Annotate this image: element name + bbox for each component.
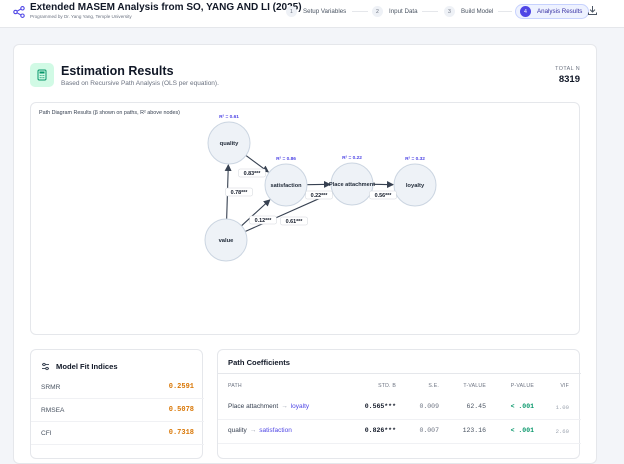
path-coefficient-label: 0.22*** [306, 191, 333, 199]
se-cell: 0.007 [408, 427, 439, 434]
step-label: Input Data [389, 8, 418, 15]
total-n-value: 8319 [540, 74, 580, 85]
path-diagram: quality R² = 0.61 satisfaction R² = 0.86 Pla… [31, 103, 581, 336]
svg-text:0.12***: 0.12*** [255, 218, 273, 224]
node-label: Place attachment [329, 182, 375, 188]
model-fit-header: Model Fit Indices [41, 362, 118, 371]
download-icon[interactable] [587, 5, 598, 16]
step-number: 4 [520, 6, 531, 17]
svg-text:0.83***: 0.83*** [244, 171, 262, 177]
column-header-std-b: STD. B [368, 383, 396, 389]
arrow-right-icon: → [281, 403, 288, 410]
path-diagram-panel: Path Diagram Results (β shown on paths, … [30, 102, 580, 335]
path-target: satisfaction [259, 427, 292, 434]
svg-text:0.61***: 0.61*** [286, 219, 304, 225]
arrow-right-icon: → [250, 427, 257, 434]
path-coefficient-label: 0.61*** [281, 217, 308, 225]
path-target: loyalty [291, 403, 309, 410]
r-squared-label: R² = 0.32 [405, 156, 425, 162]
std-b-cell: 0.565*** [328, 403, 396, 410]
node-place: Place attachment R² = 0.22 [329, 155, 375, 205]
step-label: Analysis Results [537, 8, 582, 15]
column-header-p-value: P-VALUE [501, 383, 534, 389]
table-row: Place attachment→loyalty 0.565*** 0.009 … [218, 396, 581, 420]
node-value: value [205, 219, 247, 261]
svg-text:0.56***: 0.56*** [375, 193, 393, 199]
path-coefficient-label: 0.56*** [370, 191, 397, 199]
app-title: Extended MASEM Analysis from SO, YANG AN… [30, 2, 302, 13]
step-analysis-results[interactable]: 4 Analysis Results [515, 4, 589, 19]
sliders-icon [41, 362, 50, 371]
path-coefficients-title: Path Coefficients [228, 358, 290, 367]
path-cell: quality→satisfaction [228, 427, 292, 434]
step-number: 3 [444, 6, 455, 17]
step-connector [422, 11, 438, 12]
app-subtitle: Programmed by Dr. Yang Yang, Temple Univ… [30, 14, 132, 19]
path-coefficient-label: 0.83*** [239, 169, 266, 177]
node-label: quality [220, 141, 239, 147]
step-connector [352, 11, 368, 12]
r-squared-label: R² = 0.22 [342, 155, 362, 161]
top-bar: Extended MASEM Analysis from SO, YANG AN… [0, 0, 624, 28]
step-label: Setup Variables [303, 8, 346, 15]
step-number: 1 [286, 6, 297, 17]
node-label: value [219, 238, 235, 244]
fit-index-value: 0.2591 [169, 383, 194, 391]
calculator-icon [30, 63, 54, 87]
path-source: quality [228, 427, 247, 434]
column-header-vif: VIF [551, 383, 569, 389]
table-row: quality→satisfaction 0.826*** 0.007 123.… [218, 420, 581, 444]
path-coefficient-label: 0.12*** [250, 216, 277, 224]
se-cell: 0.009 [408, 403, 439, 410]
total-n-label: TOTAL N [548, 66, 580, 72]
svg-text:0.22***: 0.22*** [311, 193, 329, 199]
node-satisfaction: satisfaction R² = 0.86 [265, 156, 307, 206]
divider [218, 373, 581, 374]
r-squared-label: R² = 0.61 [219, 114, 239, 120]
model-fit-title: Model Fit Indices [56, 362, 118, 371]
t-value-cell: 62.45 [448, 403, 486, 410]
fit-index-name: CFI [41, 430, 52, 437]
share-nodes-icon [13, 6, 25, 18]
path-cell: Place attachment→loyalty [228, 403, 309, 410]
fit-index-name: RMSEA [41, 407, 64, 414]
step-input-data[interactable]: 2 Input Data [372, 4, 418, 19]
fit-row-cfi: CFI 0.7318 [31, 423, 204, 445]
vif-cell: 1.00 [543, 404, 569, 411]
t-value-cell: 123.16 [448, 427, 486, 434]
path-coefficients-panel: Path Coefficients PATH STD. B S.E. T-VAL… [217, 349, 580, 459]
node-label: satisfaction [270, 183, 302, 189]
step-number: 2 [372, 6, 383, 17]
path-source: Place attachment [228, 403, 278, 410]
svg-text:0.78***: 0.78*** [231, 190, 249, 196]
results-title: Estimation Results [61, 64, 174, 78]
vif-cell: 2.60 [543, 428, 569, 435]
fit-row-rmsea: RMSEA 0.5078 [31, 400, 204, 422]
std-b-cell: 0.826*** [328, 427, 396, 434]
column-header-t-value: T-VALUE [453, 383, 486, 389]
column-header-se: S.E. [418, 383, 439, 389]
node-label: loyalty [406, 183, 425, 189]
p-value-cell: < .001 [498, 403, 534, 410]
results-subtitle: Based on Recursive Path Analysis (OLS pe… [61, 80, 219, 87]
step-build-model[interactable]: 3 Build Model [444, 4, 493, 19]
step-setup-variables[interactable]: 1 Setup Variables [286, 4, 346, 19]
node-quality: quality R² = 0.61 [208, 114, 250, 164]
fit-index-value: 0.5078 [169, 406, 194, 414]
fit-index-value: 0.7318 [169, 429, 194, 437]
column-header-path: PATH [228, 383, 242, 389]
p-value-cell: < .001 [498, 427, 534, 434]
r-squared-label: R² = 0.86 [276, 156, 296, 162]
step-connector [498, 11, 512, 12]
path-coefficient-label: 0.78*** [226, 188, 253, 196]
fit-row-srmr: SRMR 0.2591 [31, 377, 204, 399]
step-label: Build Model [461, 8, 493, 15]
fit-index-name: SRMR [41, 384, 60, 391]
node-loyalty: loyalty R² = 0.32 [394, 156, 436, 206]
model-fit-panel: Model Fit Indices SRMR 0.2591 RMSEA 0.50… [30, 349, 203, 459]
